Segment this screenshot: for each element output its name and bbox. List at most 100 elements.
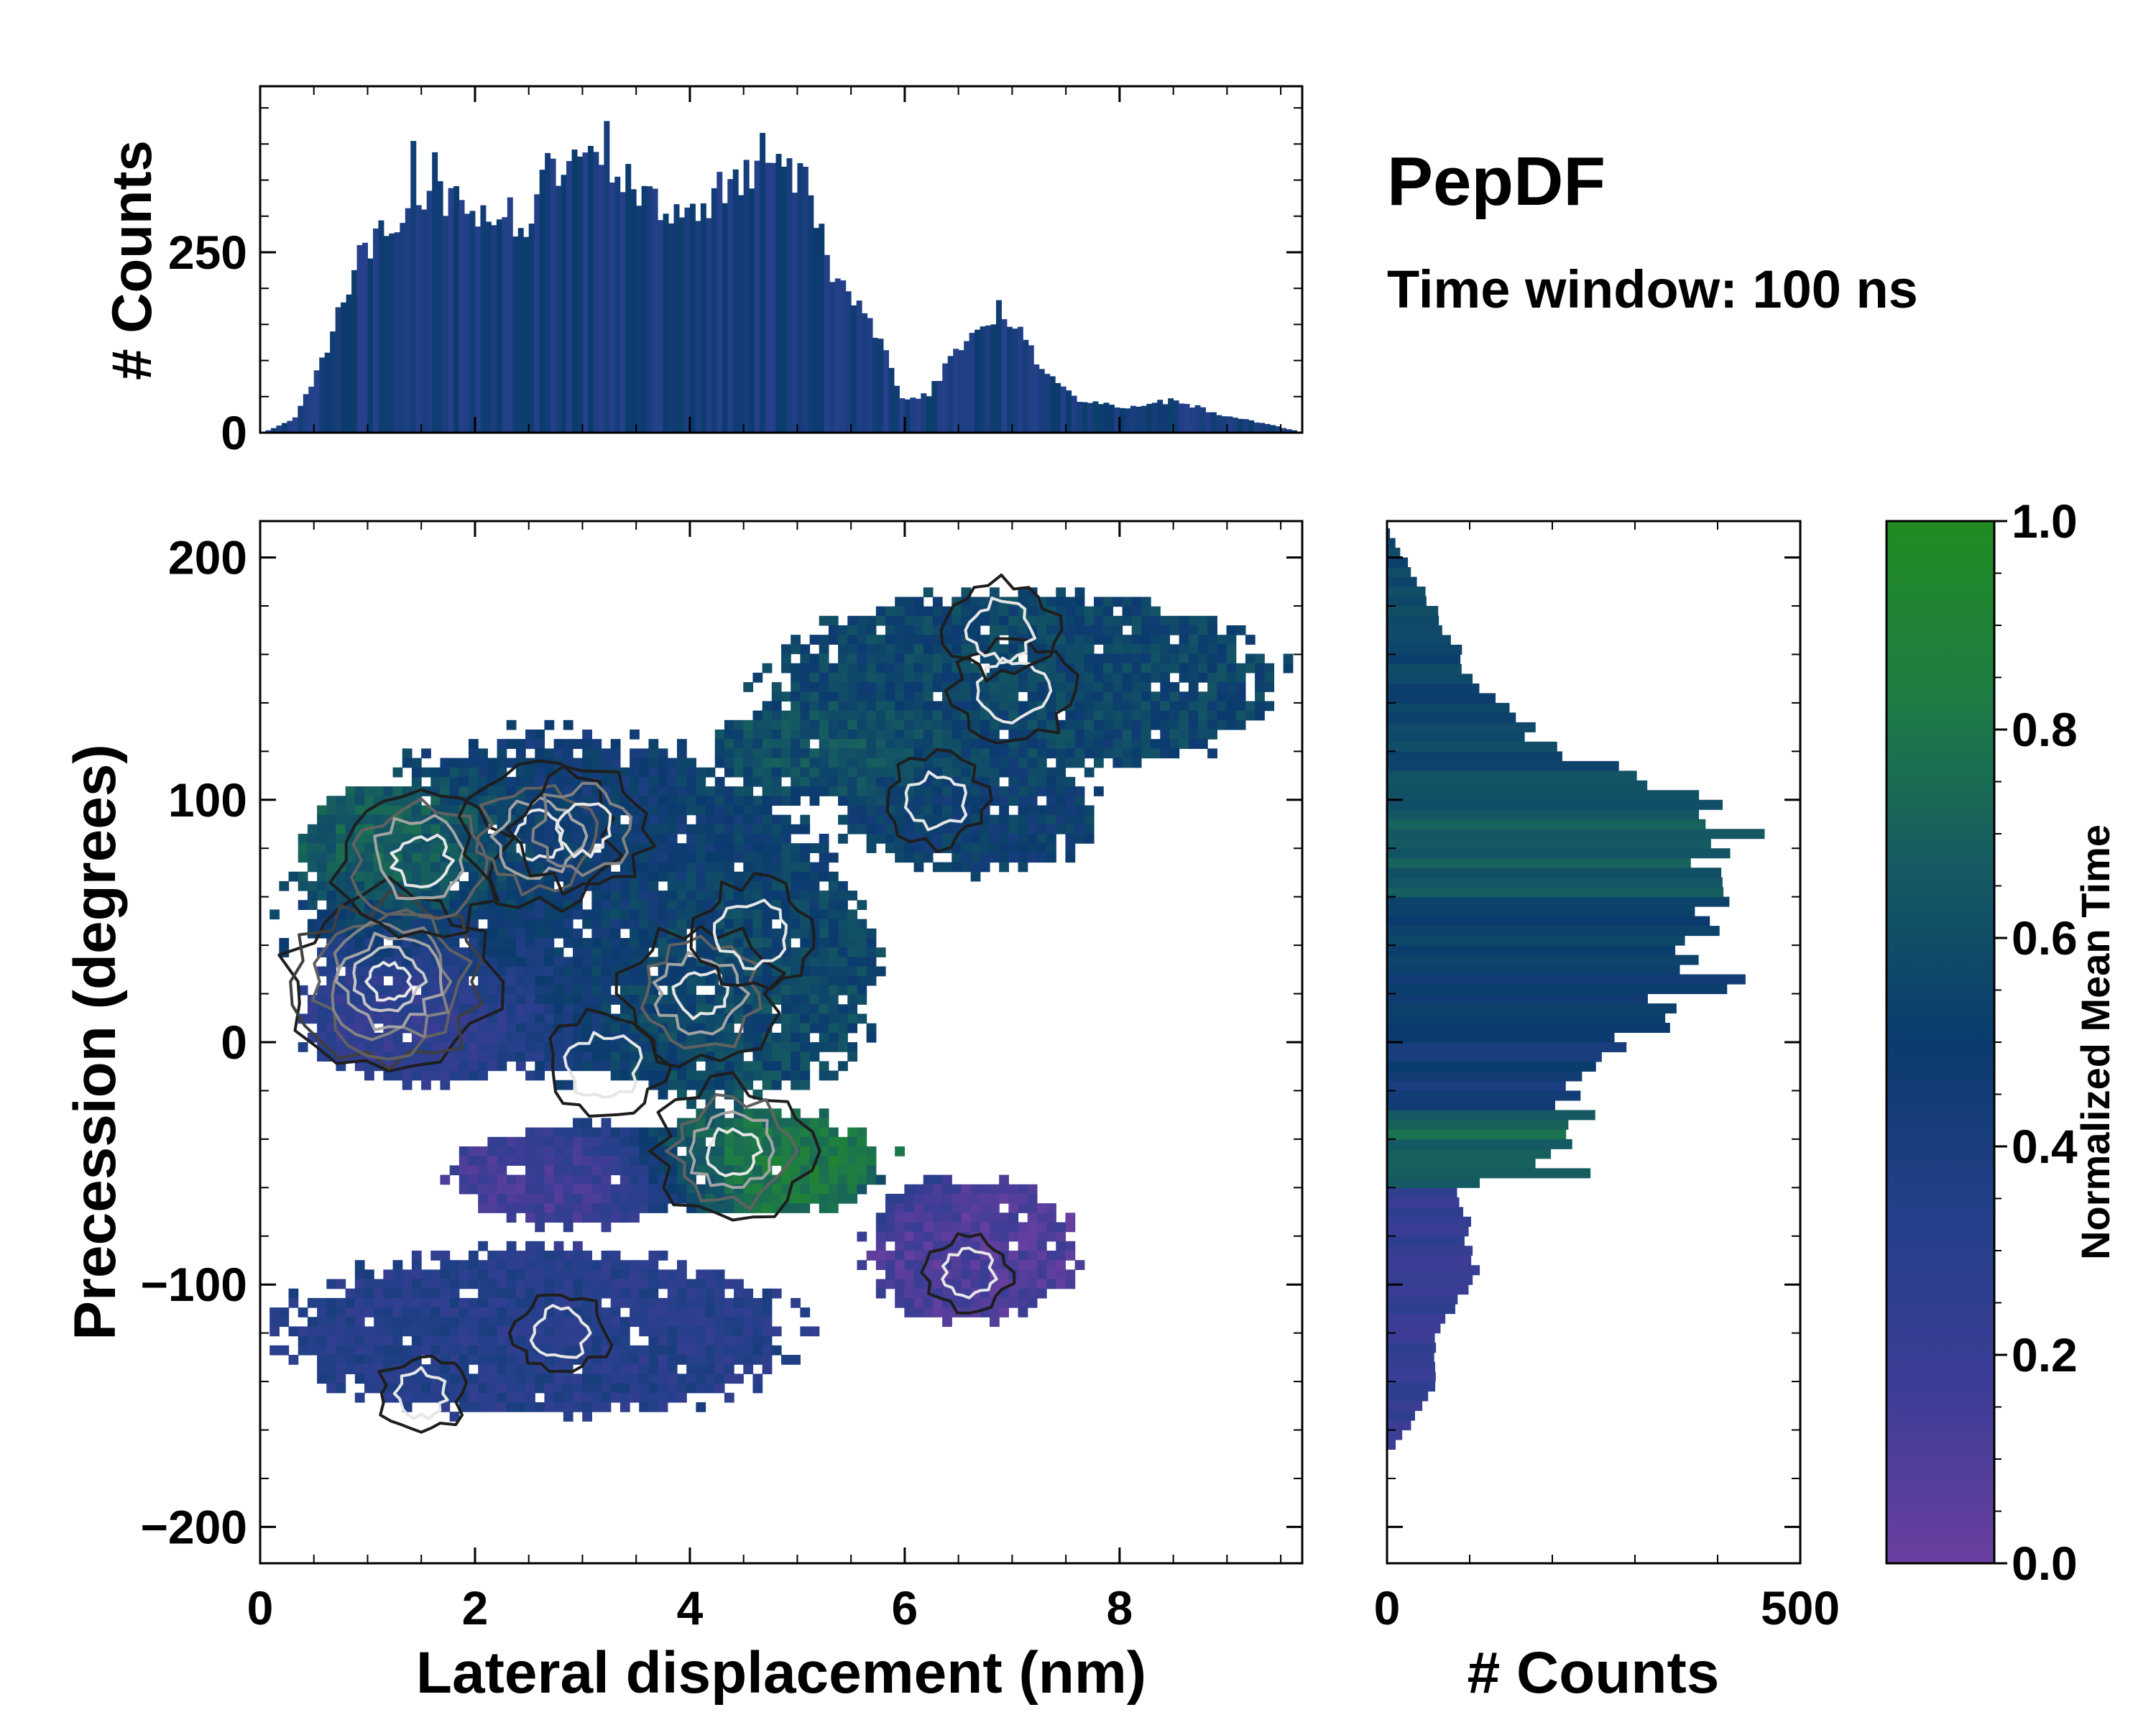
heatmap-cell xyxy=(828,985,839,995)
right-histogram-bar xyxy=(1387,1352,1434,1363)
heatmap-cell xyxy=(1046,710,1056,721)
heatmap-cell xyxy=(990,730,1000,740)
heatmap-cell xyxy=(847,995,858,1005)
heatmap-cell xyxy=(1207,635,1217,645)
heatmap-cell xyxy=(1122,606,1133,617)
heatmap-cell xyxy=(1084,644,1095,655)
heatmap-cell xyxy=(1151,710,1161,721)
heatmap-cell xyxy=(630,1052,640,1062)
heatmap-cell xyxy=(942,719,952,730)
heatmap-cell xyxy=(913,786,924,796)
heatmap-cell xyxy=(724,966,734,977)
heatmap-cell xyxy=(619,919,630,929)
heatmap-cell xyxy=(582,730,592,740)
heatmap-cell xyxy=(648,758,659,768)
heatmap-cell xyxy=(601,1383,612,1394)
heatmap-cell xyxy=(771,824,782,834)
heatmap-cell xyxy=(828,672,839,683)
heatmap-cell xyxy=(563,1184,573,1195)
heatmap-cell xyxy=(515,1251,526,1261)
heatmap-cell xyxy=(1103,701,1113,712)
heatmap-cell xyxy=(1074,653,1085,664)
heatmap-cell xyxy=(714,834,725,844)
heatmap-cell xyxy=(990,824,1000,834)
heatmap-cell xyxy=(1169,748,1180,759)
heatmap-cell xyxy=(544,891,555,901)
heatmap-cell xyxy=(478,1241,488,1251)
heatmap-cell xyxy=(411,871,422,882)
heatmap-cell xyxy=(1036,843,1047,853)
heatmap-cell xyxy=(364,1269,374,1280)
heatmap-cell xyxy=(1018,843,1028,853)
heatmap-cell xyxy=(677,767,687,778)
heatmap-cell xyxy=(847,891,858,901)
heatmap-cell xyxy=(724,1307,734,1317)
heatmap-cell xyxy=(1008,615,1019,626)
heatmap-cell xyxy=(478,1364,488,1374)
heatmap-cell xyxy=(535,739,545,749)
heatmap-cell xyxy=(601,1165,612,1176)
heatmap-cell xyxy=(1056,1241,1067,1251)
heatmap-cell xyxy=(601,1052,612,1062)
heatmap-cell xyxy=(553,928,564,939)
heatmap-cell xyxy=(563,1193,573,1204)
heatmap-cell xyxy=(1235,672,1246,683)
heatmap-cell xyxy=(553,852,564,863)
heatmap-cell xyxy=(1027,653,1038,664)
heatmap-cell xyxy=(771,1136,782,1147)
heatmap-cell xyxy=(421,1326,431,1337)
heatmap-cell xyxy=(630,1156,640,1166)
heatmap-cell xyxy=(392,975,403,986)
heatmap-cell xyxy=(619,1156,630,1166)
heatmap-cell xyxy=(553,1203,564,1213)
heatmap-cell xyxy=(904,824,915,834)
heatmap-cell xyxy=(364,928,374,939)
heatmap-cell xyxy=(895,691,905,702)
top-histogram-bar xyxy=(1286,429,1292,433)
heatmap-cell xyxy=(487,1260,498,1270)
heatmap-cell xyxy=(970,663,981,673)
heatmap-cell xyxy=(317,871,327,882)
heatmap-cell xyxy=(714,776,725,787)
heatmap-cell xyxy=(506,880,517,891)
top-histogram-bar xyxy=(587,146,594,433)
heatmap-cell xyxy=(336,1355,346,1365)
heatmap-cell xyxy=(411,900,422,911)
heatmap-cell xyxy=(923,672,934,683)
heatmap-cell xyxy=(563,957,573,967)
heatmap-cell xyxy=(421,1297,431,1308)
heatmap-cell xyxy=(1094,758,1104,768)
top-histogram-bar xyxy=(362,242,368,433)
heatmap-cell xyxy=(724,1364,734,1374)
heatmap-cell xyxy=(857,975,867,986)
heatmap-cell xyxy=(1065,1251,1076,1261)
heatmap-cell xyxy=(990,776,1000,787)
heatmap-cell xyxy=(648,1392,659,1403)
heatmap-cell xyxy=(392,834,403,844)
heatmap-cell xyxy=(932,663,943,673)
heatmap-cell xyxy=(970,824,981,834)
heatmap-cell xyxy=(354,805,365,816)
top-histogram-bar xyxy=(958,350,964,433)
heatmap-cell xyxy=(752,938,763,948)
heatmap-cell xyxy=(752,1061,763,1072)
heatmap-cell xyxy=(932,1193,943,1204)
heatmap-cell xyxy=(601,1251,612,1261)
heatmap-cell xyxy=(866,748,877,759)
heatmap-cell xyxy=(866,767,877,778)
heatmap-cell xyxy=(1084,824,1095,834)
top-histogram-bar xyxy=(298,405,304,433)
top-histogram-bar xyxy=(400,223,406,433)
heatmap-cell xyxy=(591,1260,602,1270)
density-contour xyxy=(964,597,1037,665)
heatmap-cell xyxy=(828,1004,839,1015)
right-histogram-bar xyxy=(1387,984,1728,995)
top-histogram-bar xyxy=(367,258,374,433)
heatmap-cell xyxy=(895,1193,905,1204)
heatmap-cell xyxy=(913,597,924,607)
top-histogram-bar xyxy=(421,209,428,433)
top-histogram-bar xyxy=(1012,328,1018,433)
heatmap-cell xyxy=(990,1213,1000,1223)
heatmap-cell xyxy=(667,900,678,911)
